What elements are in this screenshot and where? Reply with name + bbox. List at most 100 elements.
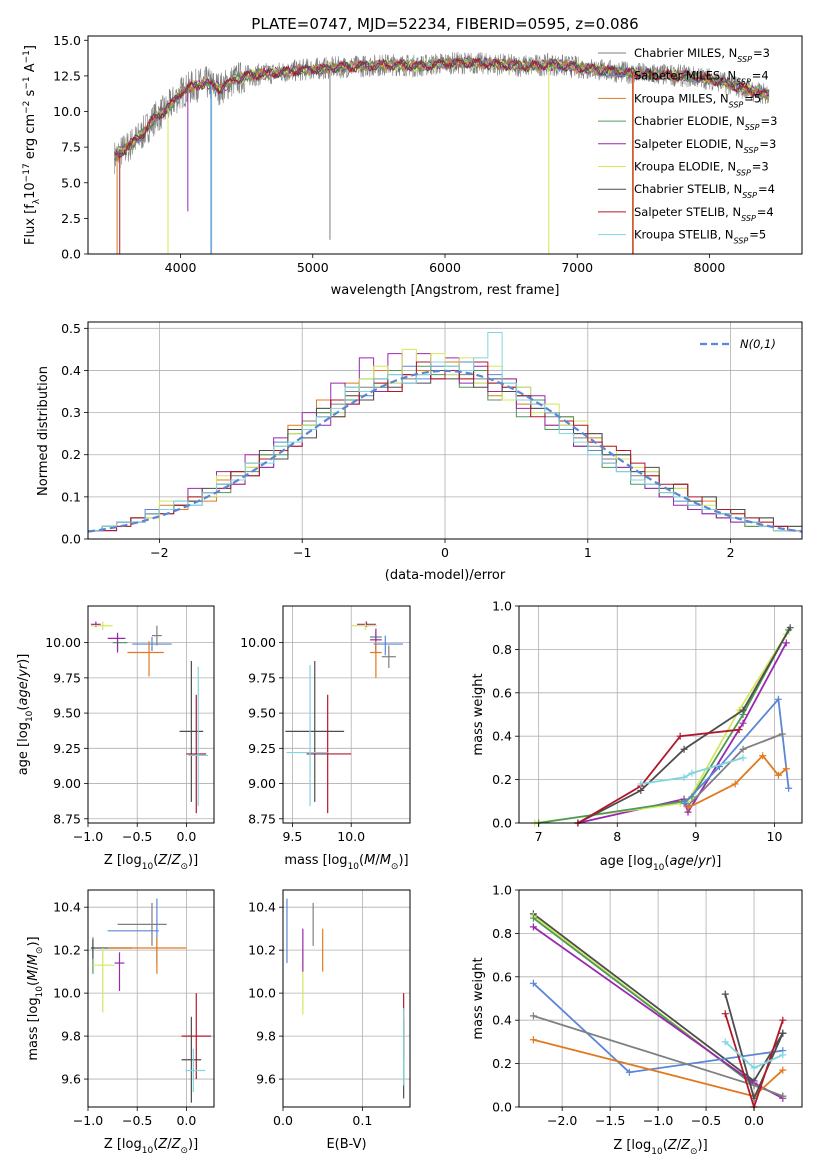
x-tick-label: 1 [584,545,592,560]
mass-weight-marker [529,979,537,987]
y-axis-label: age [log10(age/yr)] [16,654,35,776]
legend-entry: Chabrier STELIB, NSSP=4 [634,182,775,200]
x-tick-label: 8000 [694,260,726,275]
x-tick-label: 7 [535,829,543,844]
mass-weight-marker [739,706,747,714]
mass-weight-marker [680,745,688,753]
y-tick-label: 9.50 [248,706,276,721]
y-tick-label: 10.2 [248,943,276,958]
error-bar-point [351,621,378,630]
spectrum-y-label: Flux [fλ10−17 erg cm−2 s−1 A−1] [22,45,42,245]
error-bar-point [373,635,403,656]
y-axis-label: mass [log10(M/M⊙)] [26,936,45,1060]
y-tick-label: 0.8 [492,642,512,657]
y-tick-label: 0.2 [492,1056,512,1071]
y-tick-label: 0.0 [61,247,81,262]
y-tick-label: 0.0 [61,532,81,547]
y-tick-label: 9.75 [248,670,276,685]
x-tick-label: −0.5 [691,1113,721,1128]
model-spectrum-line [114,57,770,158]
histogram-lines [88,332,802,533]
mass-weight-marker [731,780,739,788]
mass-weight-marker [739,754,747,762]
x-tick-label: 9.5 [282,829,302,844]
error-bar-point [90,939,133,959]
spectrum-legend: Chabrier MILES, NSSP=3 Salpeter MILES, NS… [598,46,777,245]
mass-weight-marker [637,780,645,788]
mass-vs-EBV-panel: 0.0 0.1 9.6 9.8 10.0 10.2 10.4 E(B-V) [248,889,411,1152]
y-tick-label: 0.2 [61,447,81,462]
y-tick-label: 10.4 [248,900,276,915]
x-tick-label: 8 [613,829,621,844]
mass-weight-marker [676,732,684,740]
axes-frame [87,889,215,1108]
y-tick-label: 10.00 [45,635,81,650]
mass-weight-line [683,697,790,805]
x-tick-label: −1.0 [643,1113,673,1128]
spectrum-lines [114,51,770,254]
x-axis-label: Z [log10(Z/Z⊙)] [613,1138,707,1157]
y-tick-label: 0.8 [492,926,512,941]
y-tick-label: 0.0 [492,816,512,831]
mass-weight-marker [721,1038,729,1046]
y-tick-label: 9.8 [61,1029,81,1044]
legend-entry: Chabrier MILES, NSSP=3 [634,46,770,64]
y-tick-label: 8.75 [248,811,276,826]
error-bar-point [92,948,115,1013]
error-bar-point [185,1048,206,1092]
error-bar-point [285,660,345,802]
mass-weight-marker [779,1066,787,1074]
x-tick-label: 10 [767,829,783,844]
error-bar-point [181,993,212,1080]
x-tick-label: −0.5 [122,829,152,844]
x-tick-label: −1.0 [73,1113,103,1128]
y-tick-label: 0.6 [492,685,512,700]
mass-weight-marker [529,914,537,922]
y-tick-label: 10.2 [53,943,81,958]
x-tick-label: 6000 [429,260,461,275]
y-tick-label: 1.0 [492,599,512,614]
y-tick-label: 10.0 [53,986,81,1001]
mass-weight-marker [529,1036,537,1044]
y-tick-label: 9.8 [256,1029,276,1044]
mass-weight-marker [779,1051,787,1059]
normal-curve [88,369,802,533]
x-tick-label: 2 [727,545,735,560]
axes-frame [282,605,411,824]
mass-weight-marker [721,990,729,998]
y-tick-label: 7.5 [61,140,81,155]
y-tick-label: 15.0 [53,33,81,48]
y-tick-label: 0.2 [492,772,512,787]
x-tick-label: −2 [150,545,168,560]
error-bar-point [188,666,209,807]
x-tick-label: 9 [692,829,700,844]
error-bar-point [107,632,126,653]
mass-weight-marker [782,639,790,647]
x-tick-label: 5000 [297,260,329,275]
histogram-panel: −2 −1 0 1 2 0.0 0.1 0.2 0.3 0.4 0.5 (data-model)/er… [36,321,803,583]
legend-entry: Kroupa ELODIE, NSSP=3 [634,160,769,178]
error-bar-point [107,898,159,964]
y-tick-label: 9.25 [53,741,81,756]
y-tick-label: 0.4 [61,363,81,378]
x-tick-label: 0.1 [352,1113,372,1128]
x-tick-label: 0.0 [176,1113,196,1128]
x-axis-label: Z [log10(Z/Z⊙)] [104,1137,198,1156]
error-bar-point [181,1016,202,1103]
mass-vs-Z-panel: −1.0 −0.5 0.0 9.6 9.8 10.0 10.2 10.4 Z [log10(Z/… [26,889,215,1156]
error-bar-point [306,694,352,814]
mass-weight-line [577,627,791,824]
mass-weight-marker [680,773,688,781]
y-tick-label: 0.5 [61,321,81,336]
mass-weight-marker [684,804,692,812]
age-vs-Z-panel: −1.0 −0.5 0.0 8.75 9.00 9.25 9.50 9.75 10.00 Z [l… [16,605,215,872]
mass-weight-marker [688,769,696,777]
error-bar-point [112,634,128,652]
y-tick-label: 10.00 [240,635,276,650]
legend-entry: Kroupa STELIB, NSSP=5 [634,228,766,246]
y-tick-label: 0.1 [61,489,81,504]
x-tick-label: 0 [441,545,449,560]
mass-weight-marker [750,1081,758,1089]
error-bar-point [151,625,162,646]
